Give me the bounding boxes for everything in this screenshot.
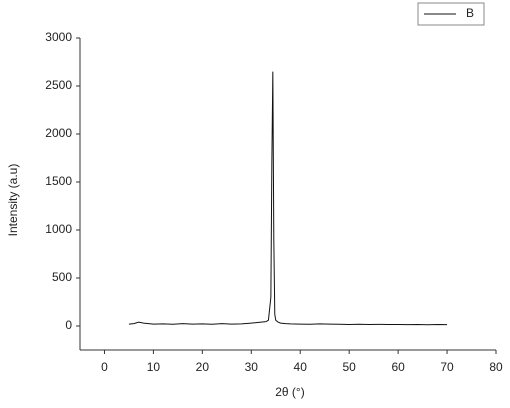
- y-tick-label: 1000: [45, 222, 72, 236]
- y-tick-label: 1500: [45, 174, 72, 188]
- y-tick-label: 500: [52, 270, 72, 284]
- x-tick-label: 80: [489, 360, 503, 374]
- data-line: [128, 71, 448, 326]
- legend-label: B: [466, 6, 474, 20]
- y-tick-label: 2500: [45, 78, 72, 92]
- x-tick-label: 40: [294, 360, 308, 374]
- y-axis-title: Intensity (a.u): [6, 164, 20, 237]
- x-tick-label: 10: [147, 360, 161, 374]
- y-tick-label: 0: [65, 318, 72, 332]
- legend-box: [417, 2, 485, 26]
- y-tick-label: 2000: [45, 126, 72, 140]
- x-tick-label: 60: [391, 360, 405, 374]
- x-tick-label: 20: [196, 360, 210, 374]
- x-tick-label: 30: [245, 360, 259, 374]
- y-tick-label: 3000: [45, 30, 72, 44]
- x-tick-label: 70: [440, 360, 454, 374]
- x-axis-title: 2θ (°): [275, 385, 304, 399]
- x-tick-label: 0: [101, 360, 108, 374]
- x-tick-label: 50: [342, 360, 356, 374]
